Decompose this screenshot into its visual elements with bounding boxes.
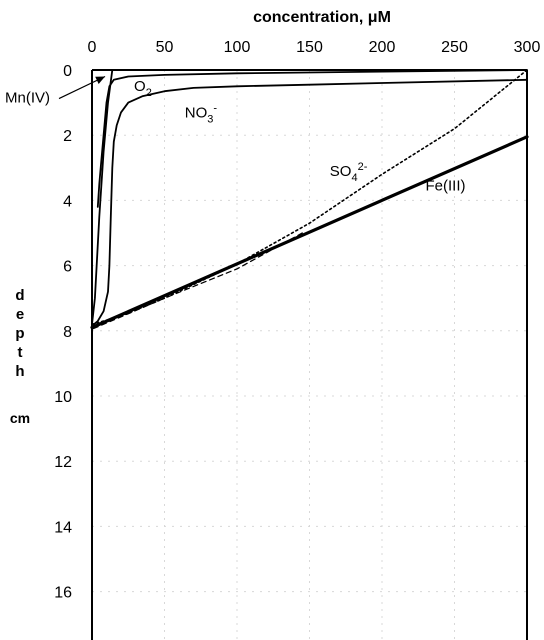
series-label: NO3- [185, 102, 218, 125]
y-axis-title-letter: t [18, 344, 23, 361]
y-axis-title-letter: h [15, 363, 24, 380]
series-line-fe-iii- [90, 135, 529, 330]
y-tick-label: 14 [54, 519, 72, 536]
series-line-mn-iv- [91, 69, 114, 326]
series-label: Fe(III) [426, 178, 466, 195]
annotation-arrow-head [95, 76, 106, 85]
y-tick-label: 0 [63, 63, 72, 80]
series-label: O2 [134, 78, 152, 99]
axes [91, 69, 528, 640]
y-tick-label: 2 [63, 128, 72, 145]
series-line-no3- [91, 78, 528, 327]
y-tick-labels: 0 2 4 6 8 10 12 14 16 [54, 63, 72, 602]
series-lines [90, 69, 529, 330]
y-tick-label: 6 [63, 259, 72, 276]
x-tick-label: 50 [156, 39, 174, 56]
x-tick-label: 300 [514, 39, 541, 56]
y-axis-title-letter: p [15, 325, 24, 342]
y-tick-label: 16 [54, 585, 72, 602]
x-tick-label: 200 [369, 39, 396, 56]
series-label: Mn(IV) [5, 90, 50, 107]
series-line-o2 [96, 69, 528, 208]
y-tick-label: 12 [54, 454, 72, 471]
x-tick-label: 250 [441, 39, 468, 56]
x-tick-label: 150 [296, 39, 323, 56]
series-label: SO42- [330, 161, 368, 184]
x-axis-title: concentration, μM [253, 9, 391, 26]
series-labels: O2 NO3- SO42- Fe(III) Mn(IV) [5, 75, 466, 195]
grid-lines [92, 70, 527, 640]
y-axis-unit: cm [10, 410, 30, 426]
x-tick-label: 0 [88, 39, 97, 56]
y-axis-title-letter: e [16, 306, 24, 323]
series-line-so42- [91, 69, 528, 326]
x-tick-labels: 0 50 100 150 200 250 300 [88, 39, 541, 56]
x-tick-label: 100 [224, 39, 251, 56]
y-tick-label: 8 [63, 324, 72, 341]
y-axis-title-letter: d [15, 287, 24, 304]
y-tick-label: 4 [63, 193, 72, 210]
y-tick-label: 10 [54, 389, 72, 406]
